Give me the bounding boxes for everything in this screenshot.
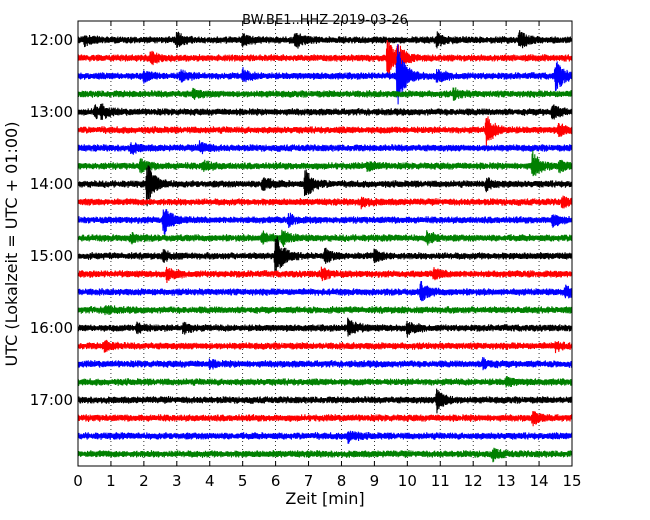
y-tick-label: 13:00 <box>30 103 73 121</box>
trace-line <box>77 411 573 427</box>
trace-line <box>77 305 573 316</box>
x-tick-label: 10 <box>398 472 417 490</box>
y-tick-label: 15:00 <box>30 247 73 265</box>
trace-line <box>77 140 573 155</box>
trace-line <box>77 209 573 235</box>
traces <box>77 30 573 463</box>
trace-line <box>77 116 573 147</box>
x-tick-label: 12 <box>464 472 483 490</box>
trace-line <box>77 87 573 101</box>
trace-line <box>77 430 573 444</box>
x-tick-label: 5 <box>238 472 248 490</box>
x-tick-label: 6 <box>271 472 281 490</box>
trace-line <box>77 236 573 275</box>
trace-line <box>77 280 573 302</box>
x-tick-label: 0 <box>73 472 83 490</box>
trace-line <box>77 375 573 388</box>
x-tick-label: 8 <box>337 472 347 490</box>
y-tick-label: 14:00 <box>30 175 73 193</box>
trace-line <box>77 150 573 177</box>
x-tick-label: 11 <box>431 472 450 490</box>
trace-line <box>77 195 573 210</box>
x-tick-label: 1 <box>106 472 116 490</box>
chart-title: BW.BE1..HHZ 2019-03-26 <box>242 13 408 28</box>
x-tick-label: 9 <box>370 472 380 490</box>
trace-line <box>77 339 573 354</box>
y-tick-label: 17:00 <box>30 391 73 409</box>
plot-frame <box>77 20 573 467</box>
x-tick-label: 7 <box>304 472 314 490</box>
trace-line <box>77 266 573 284</box>
x-tick-label: 14 <box>530 472 549 490</box>
x-tick-label: 4 <box>205 472 215 490</box>
x-tick-label: 2 <box>139 472 149 490</box>
trace-line <box>77 229 573 247</box>
x-tick-label: 15 <box>562 472 581 490</box>
trace-line <box>77 388 573 414</box>
y-axis-label: UTC (Lokalzeit = UTC + 01:00) <box>2 122 21 367</box>
trace-line <box>77 447 573 463</box>
trace-line <box>77 165 573 207</box>
trace-line <box>77 44 573 105</box>
x-tick-label: 13 <box>497 472 516 490</box>
y-tick-label: 12:00 <box>30 31 73 49</box>
x-axis-label: Zeit [min] <box>285 489 364 508</box>
x-tick-label: 3 <box>172 472 182 490</box>
trace-line <box>77 40 573 77</box>
y-tick-label: 16:00 <box>30 319 73 337</box>
axis-ticks: 0 1 2 3 4 5 6 7 8 9 10 11 12 13 14 1512:0013:0014:0015:… <box>30 21 582 490</box>
trace-line <box>77 30 573 49</box>
trace-line <box>77 317 573 338</box>
trace-line <box>77 103 573 120</box>
trace-line <box>77 356 573 371</box>
